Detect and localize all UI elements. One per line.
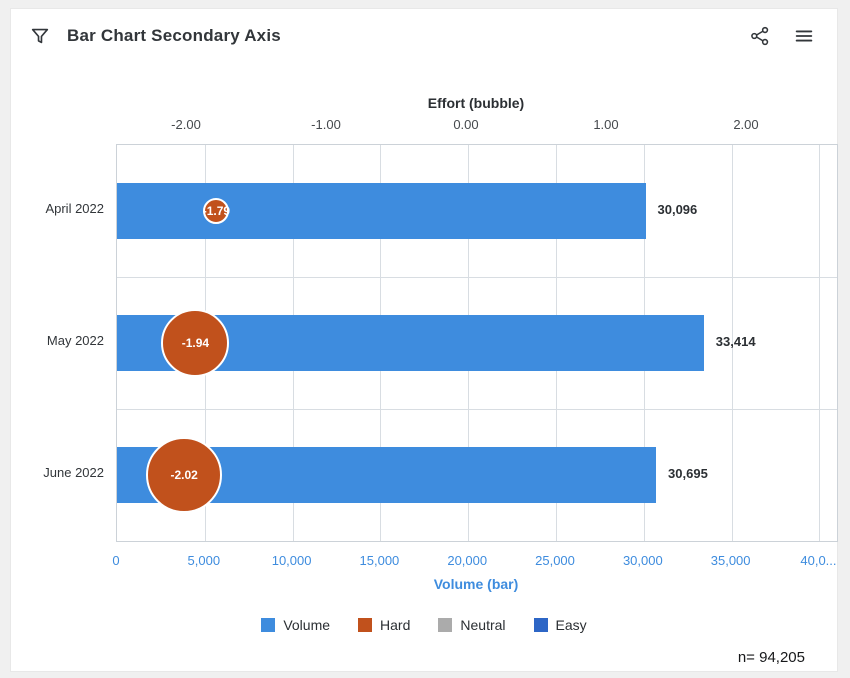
chart-widget-card: Bar Chart Secondary Axis Ef: [10, 8, 838, 672]
effort-bubble[interactable]: -1.79: [202, 198, 231, 224]
category-label: April 2022: [45, 201, 104, 216]
bottom-axis-tick: 20,000: [447, 553, 488, 568]
bottom-axis-tick: 10,000: [271, 553, 312, 568]
chart-area: Effort (bubble) -2.00 -1.00 0.00 1.00 2.00 3…: [11, 9, 838, 671]
gridline: [819, 145, 821, 541]
bottom-axis-tick: 0: [112, 553, 120, 568]
sample-size-note: n= 94,205: [737, 649, 805, 666]
bubble-value-label: -2.02: [170, 468, 198, 482]
legend-item[interactable]: Easy: [533, 617, 587, 633]
legend-label: Volume: [283, 617, 331, 633]
gridline: [731, 145, 733, 541]
bar-value-label: 30,096: [657, 202, 698, 217]
legend-item[interactable]: Hard: [358, 617, 410, 633]
bottom-axis-tick: 25,000: [535, 553, 575, 568]
volume-bar[interactable]: [117, 183, 646, 239]
legend-item[interactable]: Neutral: [438, 617, 506, 633]
top-axis-title: Effort (bubble): [427, 95, 525, 111]
bottom-axis-ticks: 0 5,000 10,000 15,000 20,000 25,000 30,000 35,0…: [11, 553, 837, 571]
bubble-value-label: -1.94: [181, 336, 210, 350]
legend-item[interactable]: Volume: [261, 617, 330, 633]
share-icon[interactable]: [747, 23, 773, 49]
effort-bubble[interactable]: -1.94: [161, 309, 230, 377]
bottom-axis-tick: 15,000: [359, 553, 400, 568]
legend-label: Neutral: [460, 617, 506, 633]
filter-icon[interactable]: [27, 23, 53, 49]
bottom-axis-tick: 5,000: [187, 553, 221, 568]
row-separator: [117, 277, 837, 278]
bubble-value-label: -1.79: [202, 204, 231, 218]
bottom-axis-tick: 35,000: [710, 553, 751, 568]
category-label: May 2022: [46, 333, 104, 348]
bottom-axis-tick: 40,0...: [800, 553, 837, 568]
category-label: June 2022: [43, 465, 104, 480]
top-axis-tick: 2.00: [733, 117, 759, 132]
top-axis-tick: -1.00: [311, 117, 341, 132]
menu-icon[interactable]: [791, 23, 817, 49]
legend-swatch: [261, 618, 276, 632]
widget-header: Bar Chart Secondary Axis: [11, 9, 837, 57]
bottom-axis-title: Volume (bar): [433, 576, 519, 592]
top-axis-ticks: -2.00 -1.00 0.00 1.00 2.00: [11, 117, 837, 135]
legend-swatch: [533, 618, 548, 632]
bar-value-label: 33,414: [715, 334, 756, 349]
bar-value-label: 30,695: [668, 466, 708, 481]
legend-label: Easy: [555, 617, 587, 633]
top-axis-tick: 1.00: [593, 117, 619, 132]
legend: Volume Hard Neutral Easy: [11, 615, 837, 635]
legend-label: Hard: [380, 617, 411, 633]
header-actions: [747, 23, 817, 49]
widget-title: Bar Chart Secondary Axis: [67, 26, 281, 45]
bottom-axis-tick: 30,000: [622, 553, 663, 568]
top-axis-tick: 0.00: [453, 117, 479, 132]
row-separator: [117, 409, 837, 410]
legend-swatch: [438, 618, 453, 632]
plot-area: 30,096 -1.79 33,414 -1.94 30,695 -2.02: [116, 144, 838, 542]
top-axis-tick: -2.00: [171, 117, 201, 132]
legend-swatch: [358, 618, 373, 632]
effort-bubble[interactable]: -2.02: [146, 437, 223, 513]
